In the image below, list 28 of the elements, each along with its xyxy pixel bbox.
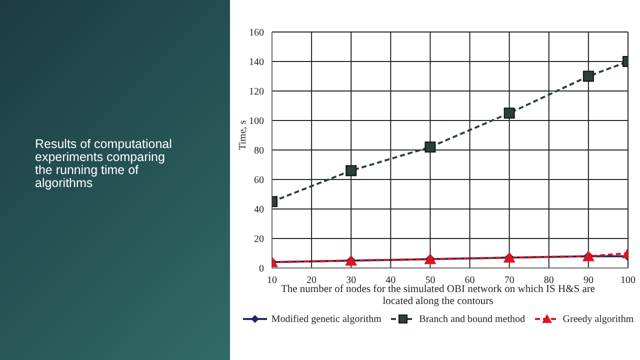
x-axis-title: The number of nodes for the simulated OBI network on which IS H&S are located along the contours bbox=[280, 284, 596, 307]
point bbox=[424, 142, 436, 153]
x-tick-label: 50 bbox=[425, 275, 436, 286]
y-tick-label: 40 bbox=[254, 204, 264, 216]
x-tick-label: 80 bbox=[544, 275, 554, 286]
x-tick-label: 70 bbox=[504, 275, 514, 286]
y-tick-label: 140 bbox=[249, 57, 264, 68]
text: Results of computational experiments comparing the running time of algorithms bbox=[35, 137, 173, 190]
y-tick-label: 60 bbox=[254, 175, 264, 186]
y-axis-title: Time, s bbox=[238, 120, 249, 150]
y-tick-label: 0 bbox=[259, 264, 264, 275]
x-tick-label: 30 bbox=[346, 275, 356, 286]
x-tick-label: 10 bbox=[267, 275, 277, 286]
y-tick-label: 120 bbox=[249, 86, 264, 98]
x-tick-label: 90 bbox=[583, 275, 594, 286]
legend-label: Branch and bound method bbox=[418, 313, 525, 325]
x-tick-label: 60 bbox=[464, 275, 475, 286]
x-tick-label: 20 bbox=[306, 275, 317, 286]
x-tick-label: 100 bbox=[620, 275, 636, 286]
y-tick-label: 100 bbox=[249, 116, 264, 128]
y-tick-label: 20 bbox=[254, 234, 264, 246]
legend-label: Modified genetic algorithm bbox=[270, 313, 382, 325]
point bbox=[346, 165, 357, 176]
y-tick-label: 160 bbox=[249, 28, 264, 39]
point bbox=[504, 108, 515, 119]
x-tick-label: 40 bbox=[386, 275, 396, 286]
legend-label: Greedy algorithm bbox=[562, 313, 634, 325]
y-tick-label: 80 bbox=[254, 146, 264, 157]
